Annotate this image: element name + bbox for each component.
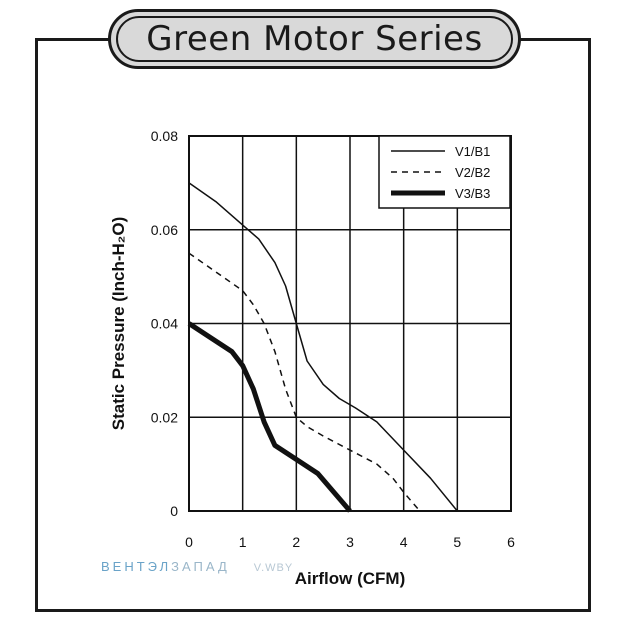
series-line-1: [188, 182, 458, 512]
y-axis-title: Static Pressure (Inch-H₂O): [109, 217, 128, 431]
chart-frame: [35, 38, 591, 612]
title-banner-inner-border: [116, 16, 513, 62]
y-tick-label: 0.08: [151, 128, 178, 144]
x-tick-label: 0: [185, 534, 193, 550]
x-tick-label: 4: [400, 534, 408, 550]
watermark: ВЕНТЭЛЗАПАД V.WBY: [101, 559, 293, 574]
legend-label: V2/B2: [455, 165, 490, 180]
legend-label: V1/B1: [455, 144, 490, 159]
title-banner: Green Motor Series: [108, 9, 521, 69]
x-tick-label: 5: [453, 534, 461, 550]
x-axis-title: Airflow (CFM): [295, 569, 405, 588]
legend: V1/B1 V2/B2 V3/B3: [378, 135, 511, 209]
x-tick-label: 1: [239, 534, 247, 550]
y-tick-label: 0: [170, 503, 178, 519]
y-tick-labels: 0 0.02 0.04 0.06 0.08: [151, 128, 178, 519]
watermark-part-b: ЗАПАД: [171, 559, 230, 574]
watermark-part-a: ВЕНТЭЛ: [101, 559, 172, 574]
x-tick-label: 2: [292, 534, 300, 550]
watermark-part-c: V.WBY: [253, 562, 294, 574]
x-tick-label: 6: [507, 534, 515, 550]
x-tick-labels: 0 1 2 3 4 5 6: [185, 534, 515, 550]
legend-box: [378, 135, 511, 209]
y-tick-label: 0.04: [151, 316, 178, 332]
series-line-2: [188, 252, 421, 512]
legend-label: V3/B3: [455, 186, 490, 201]
x-tick-label: 3: [346, 534, 354, 550]
series-layer: [187, 182, 458, 513]
y-tick-label: 0.06: [151, 222, 178, 238]
chart-title: Green Motor Series: [146, 19, 483, 59]
series-line-3: [187, 321, 352, 513]
y-tick-label: 0.02: [151, 409, 178, 425]
